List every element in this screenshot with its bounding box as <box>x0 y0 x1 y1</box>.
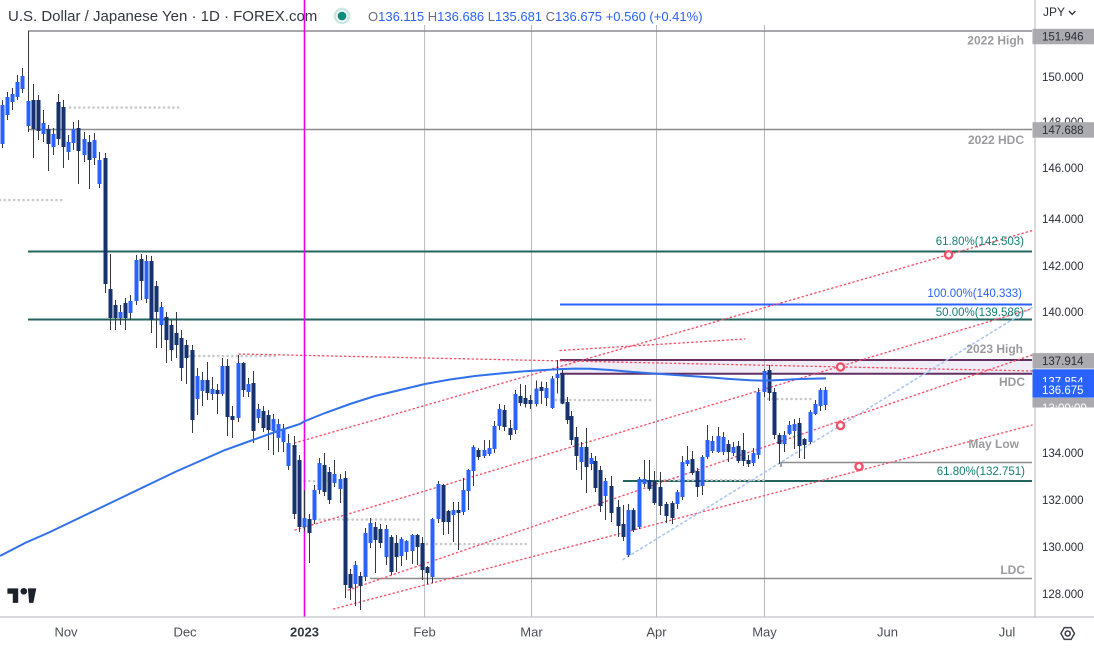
svg-text:147.688: 147.688 <box>1042 125 1084 137</box>
svg-text:2023 High: 2023 High <box>966 342 1023 356</box>
svg-text:137.914: 137.914 <box>1042 356 1084 368</box>
svg-text:150.000: 150.000 <box>1042 72 1084 84</box>
svg-text:136.675: 136.675 <box>1042 385 1084 397</box>
svg-text:2022 High: 2022 High <box>967 34 1024 48</box>
svg-text:Jul: Jul <box>999 625 1016 640</box>
svg-text:Nov: Nov <box>54 625 78 640</box>
svg-text:61.80%(132.751): 61.80%(132.751) <box>937 466 1025 478</box>
svg-text:Jun: Jun <box>877 625 898 640</box>
svg-text:JPY: JPY <box>1043 5 1065 19</box>
svg-text:128.000: 128.000 <box>1042 589 1084 601</box>
svg-text:U.S. Dollar / Japanese Yen · 1: U.S. Dollar / Japanese Yen · 1D · FOREX.… <box>8 8 317 25</box>
svg-text:LDC: LDC <box>1000 563 1025 577</box>
svg-text:Apr: Apr <box>646 625 667 640</box>
svg-text:HDC: HDC <box>999 375 1025 389</box>
svg-text:2022 HDC: 2022 HDC <box>968 133 1024 147</box>
svg-text:144.000: 144.000 <box>1042 214 1084 226</box>
svg-text:142.000: 142.000 <box>1042 261 1084 273</box>
svg-text:Mar: Mar <box>520 625 543 640</box>
svg-text:Feb: Feb <box>413 625 435 640</box>
svg-text:May Low: May Low <box>968 437 1019 451</box>
svg-text:2023: 2023 <box>290 625 319 640</box>
svg-text:Dec: Dec <box>173 625 197 640</box>
svg-text:151.946: 151.946 <box>1042 32 1084 44</box>
svg-text:50.00%(139.586): 50.00%(139.586) <box>936 307 1024 319</box>
svg-text:134.000: 134.000 <box>1042 448 1084 460</box>
svg-text:140.000: 140.000 <box>1042 307 1084 319</box>
svg-text:O136.115 H136.686 L135.681 C13: O136.115 H136.686 L135.681 C136.675 +0.5… <box>368 9 703 24</box>
svg-text:146.000: 146.000 <box>1042 163 1084 175</box>
svg-text:61.80%(142.503): 61.80%(142.503) <box>936 236 1024 248</box>
svg-text:May: May <box>752 625 777 640</box>
svg-text:100.00%(140.333): 100.00%(140.333) <box>927 288 1022 300</box>
svg-text:130.000: 130.000 <box>1042 542 1084 554</box>
svg-text:132.000: 132.000 <box>1042 495 1084 507</box>
